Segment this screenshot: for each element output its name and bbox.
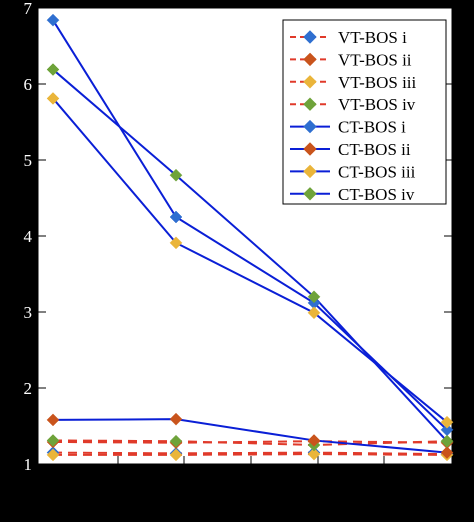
y-tick-label: 1	[24, 455, 33, 474]
series-line	[52, 418, 448, 454]
legend-marker	[303, 97, 317, 111]
series-line	[52, 439, 448, 447]
series-lines	[52, 19, 448, 456]
legend-label: CT-BOS i	[338, 118, 406, 137]
x-axis	[117, 456, 385, 464]
data-point	[46, 448, 60, 462]
series-line	[52, 451, 448, 456]
legend-label: CT-BOS ii	[338, 140, 411, 159]
data-point	[440, 415, 454, 429]
legend-marker	[303, 52, 317, 67]
data-point	[169, 434, 183, 448]
y-tick-label: 5	[24, 151, 33, 170]
data-point	[307, 290, 321, 304]
legend-marker	[303, 164, 317, 179]
legend-marker	[303, 119, 317, 134]
series-line	[53, 453, 448, 456]
series-line	[52, 68, 448, 442]
data-point	[46, 13, 60, 27]
legend-marker	[303, 30, 317, 44]
data-point	[440, 434, 454, 448]
y-tick-label: 6	[24, 75, 33, 94]
data-point	[307, 306, 321, 320]
legend-label: VT-BOS iv	[338, 95, 416, 114]
legend-marker	[303, 75, 317, 89]
y-tick-label: 4	[24, 227, 33, 246]
y-tick-label: 7	[24, 0, 33, 18]
legend-label: VT-BOS ii	[338, 50, 412, 69]
y-axis: 1 2 3 4 5 6 7	[24, 0, 452, 474]
data-point	[46, 413, 60, 427]
data-point	[169, 448, 183, 462]
legend-label: VT-BOS iii	[338, 73, 417, 92]
data-point	[307, 434, 321, 447]
legend-marker	[303, 142, 317, 156]
data-point	[46, 92, 60, 105]
data-point	[46, 434, 60, 447]
data-point	[169, 412, 183, 426]
series-line	[52, 440, 448, 444]
data-point	[169, 210, 183, 224]
y-tick-label: 2	[24, 379, 33, 398]
legend-label: VT-BOS i	[338, 28, 407, 47]
data-point	[169, 168, 183, 182]
data-point	[307, 447, 321, 461]
legend-marker	[303, 187, 317, 201]
data-point	[440, 446, 454, 459]
legend-box	[282, 19, 447, 205]
legend: VT-BOS i VT-BOS ii VT-BOS iii VT-BOS iv CT-B…	[282, 19, 447, 205]
series-line	[52, 97, 448, 423]
data-point	[169, 236, 183, 250]
legend-label: CT-BOS iv	[338, 185, 415, 204]
legend-label: CT-BOS iii	[338, 162, 416, 181]
y-tick-label: 3	[24, 303, 33, 322]
series-markers	[46, 13, 454, 462]
data-point	[46, 63, 60, 76]
